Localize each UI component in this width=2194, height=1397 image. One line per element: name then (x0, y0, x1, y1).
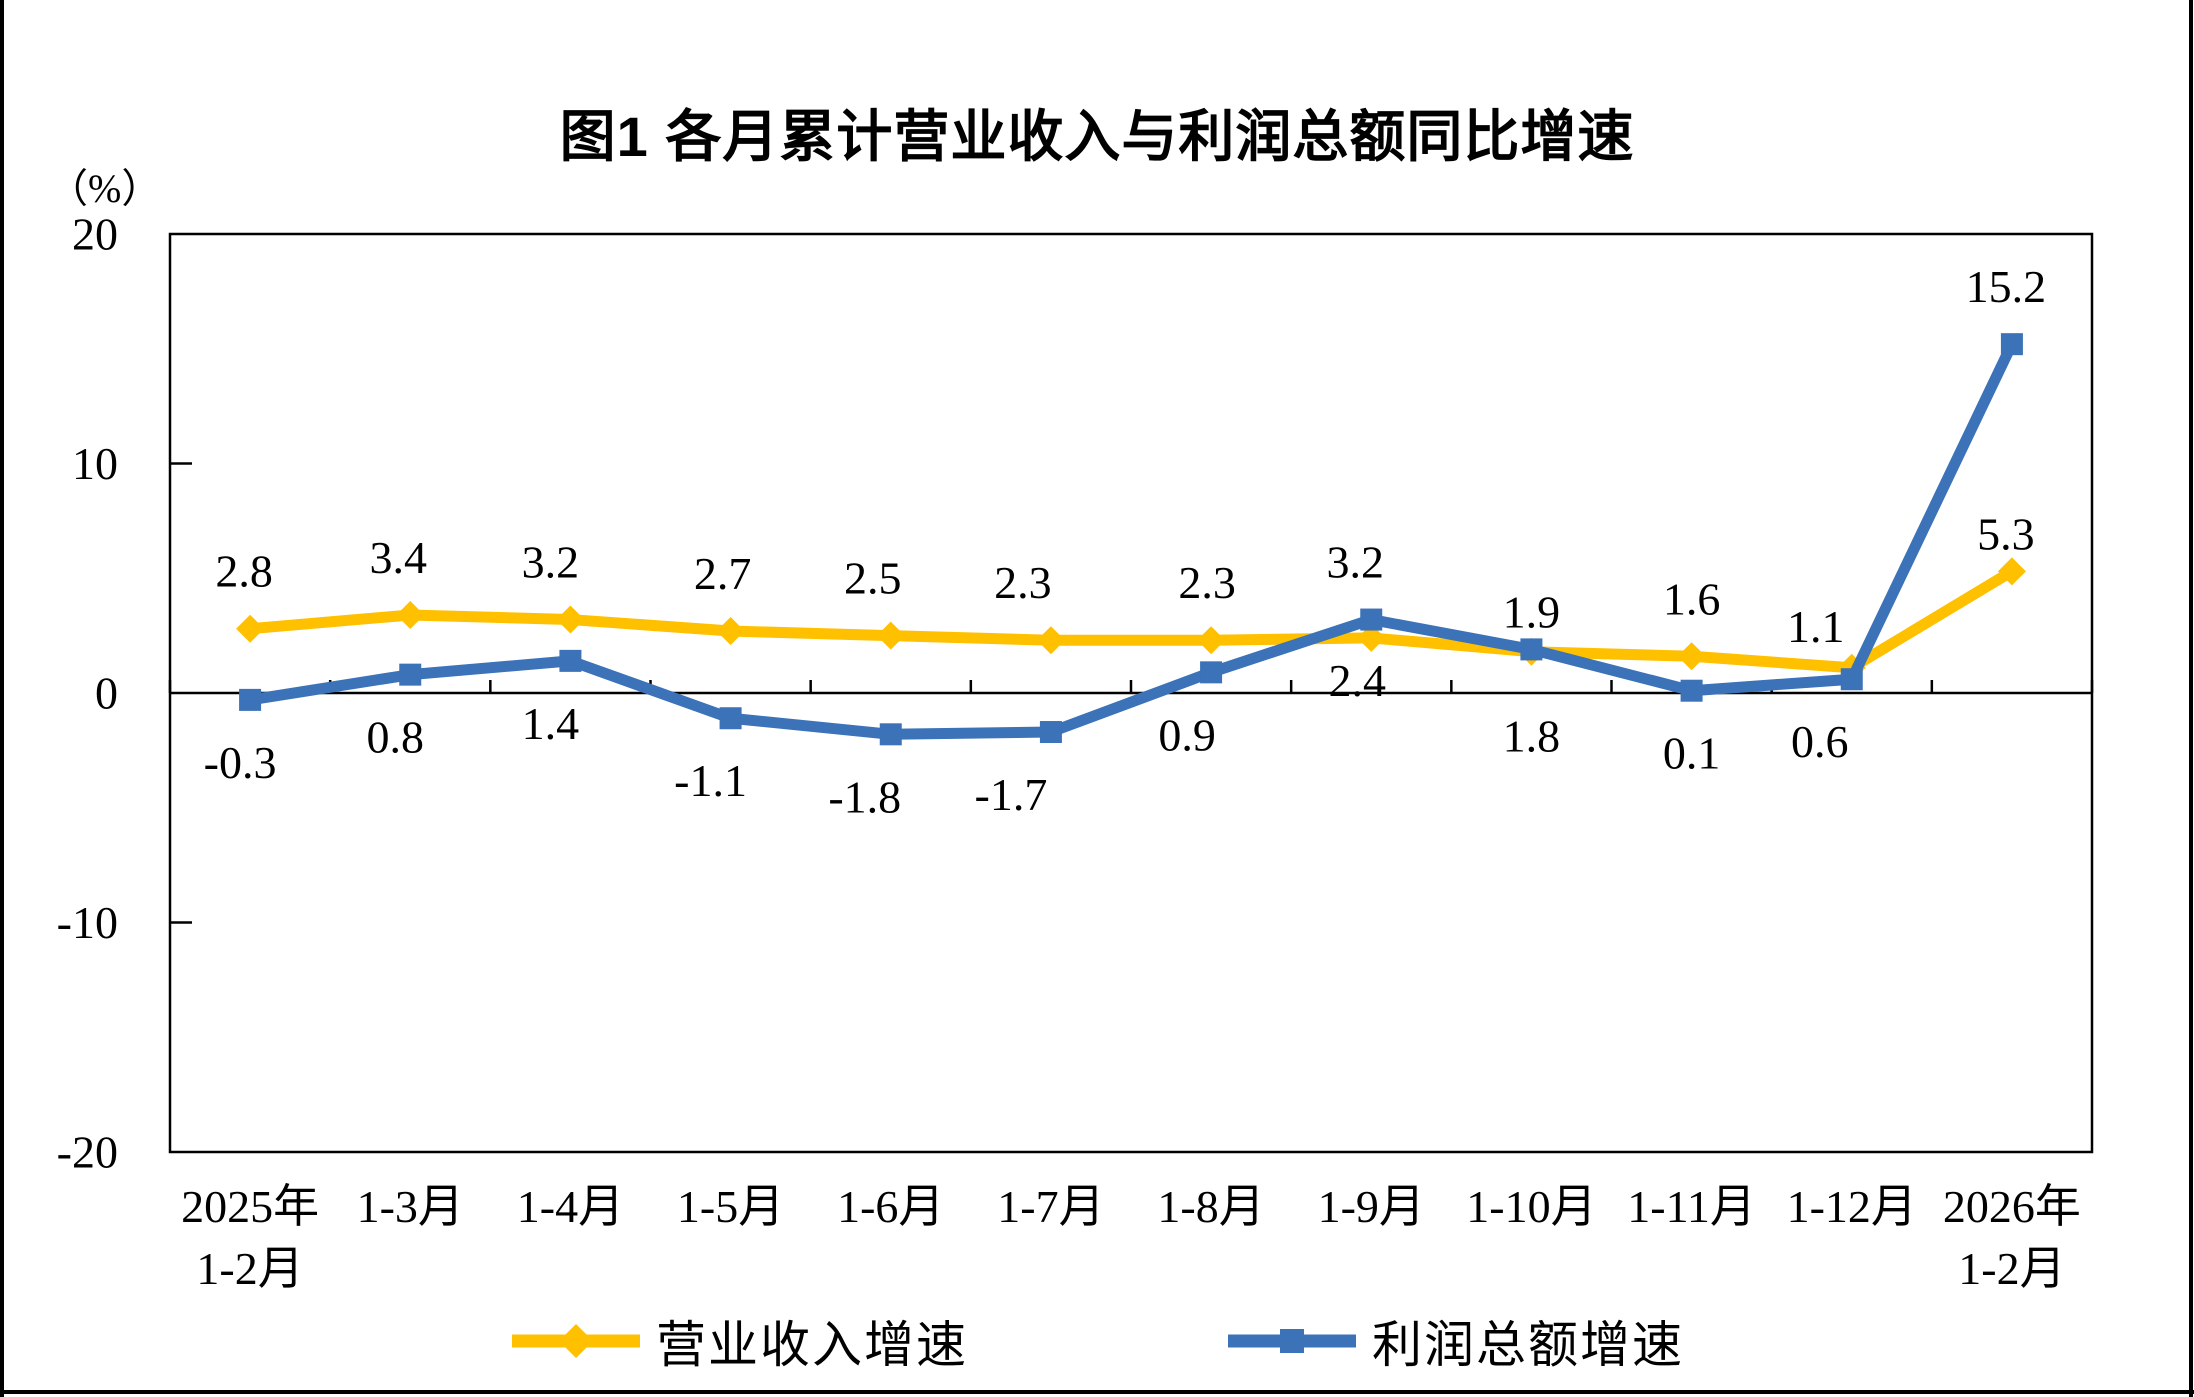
profit-data-label: 0.6 (1791, 716, 1849, 767)
revenue-data-label: 2.4 (1329, 655, 1387, 706)
x-axis-category-label: 1-9月 (1318, 1181, 1425, 1232)
profit-data-label: 1.4 (522, 698, 580, 749)
revenue-data-label: 1.8 (1503, 711, 1561, 762)
y-axis-tick-label: 0 (95, 668, 118, 719)
y-axis-tick-label: 10 (72, 438, 118, 489)
x-axis-category-label: 1-6月 (837, 1181, 944, 1232)
revenue-data-label: 2.3 (1178, 557, 1236, 608)
y-axis-tick-label: 20 (72, 209, 118, 260)
revenue-point-marker (1197, 626, 1226, 655)
revenue-data-label: 2.3 (994, 557, 1052, 608)
revenue-series-line (244, 565, 2018, 674)
profit-legend-marker-icon (1228, 1329, 1356, 1353)
profit-data-label: -1.8 (828, 771, 901, 822)
legend-entry-profit: 利润总额增速 (1226, 1305, 1684, 1377)
revenue-point-marker (236, 614, 265, 643)
revenue-data-label: 2.5 (844, 553, 902, 604)
revenue-data-label: 2.8 (215, 546, 273, 597)
legend-entry-revenue: 营业收入增速 (510, 1305, 968, 1377)
profit-data-label: 0.8 (367, 712, 425, 763)
page-frame-left-border (0, 0, 4, 1397)
revenue-point-marker (1036, 626, 1065, 655)
x-axis-category-label: 1-4月 (517, 1181, 624, 1232)
y-axis-tick-label: -20 (57, 1127, 118, 1178)
x-axis-category-label: 1-5月 (677, 1181, 784, 1232)
x-axis-category-label: 1-7月 (997, 1181, 1104, 1232)
x-axis-category-label: 2025年 (181, 1181, 319, 1232)
profit-data-label: 1.9 (1503, 586, 1561, 637)
page-frame-right-border (2189, 0, 2193, 1397)
profit-point-marker (1360, 608, 1383, 631)
profit-point-marker (2000, 333, 2023, 356)
revenue-point-marker (1997, 557, 2026, 586)
revenue-data-label: 3.2 (522, 537, 580, 588)
profit-point-marker (719, 707, 742, 730)
profit-data-label: 3.2 (1327, 537, 1385, 588)
legend-label-revenue: 营业收入增速 (656, 1317, 968, 1373)
revenue-point-marker (876, 621, 905, 650)
y-axis-tick-label: -10 (57, 897, 118, 948)
page-frame-bottom-border (0, 1390, 2194, 1394)
profit-point-marker (239, 688, 262, 711)
revenue-point-marker (556, 605, 585, 634)
revenue-data-label: 1.6 (1663, 573, 1721, 624)
x-axis-category-label: 1-11月 (1627, 1181, 1756, 1232)
profit-point-marker (1200, 661, 1223, 684)
revenue-point-marker (1357, 623, 1386, 652)
profit-point-marker (559, 649, 582, 672)
revenue-data-label: 3.4 (370, 532, 428, 583)
x-axis-category-label: 1-10月 (1466, 1181, 1596, 1232)
profit-series-line (244, 338, 2018, 740)
revenue-data-label: 5.3 (1977, 508, 2035, 559)
x-axis-category-label: 1-3月 (357, 1181, 464, 1232)
revenue-point-marker (396, 600, 425, 629)
profit-data-label: 0.1 (1663, 728, 1721, 779)
profit-point-marker (1039, 721, 1062, 744)
y-axis-unit-label: （%） (48, 166, 162, 211)
revenue-data-label: 2.7 (694, 548, 752, 599)
profit-data-label: -1.7 (975, 769, 1048, 820)
x-axis-category-label: 1-8月 (1157, 1181, 1264, 1232)
chart-title: 图1 各月累计营业收入与利润总额同比增速 (559, 105, 1635, 168)
profit-point-marker (1520, 638, 1543, 661)
x-axis-category-label: 2026年 (1943, 1181, 2081, 1232)
profit-point-marker (1680, 679, 1703, 702)
x-axis-category-label: 1-12月 (1787, 1181, 1917, 1232)
profit-point-marker (399, 663, 422, 686)
x-axis-category-label: 1-2月 (1958, 1243, 2065, 1294)
profit-data-label: 15.2 (1966, 261, 2047, 312)
revenue-point-marker (716, 617, 745, 646)
profit-data-label: -0.3 (204, 737, 277, 788)
revenue-data-label: 1.1 (1787, 601, 1845, 652)
profit-data-label: 0.9 (1158, 709, 1216, 760)
profit-data-label: -1.1 (674, 755, 747, 806)
legend-label-profit: 利润总额增速 (1372, 1317, 1684, 1373)
x-axis-category-label: 1-2月 (196, 1243, 303, 1294)
profit-point-marker (1840, 668, 1863, 691)
chart-legend: 营业收入增速 利润总额增速 (0, 1306, 2194, 1376)
revenue-legend-marker-icon (512, 1324, 640, 1358)
revenue-point-marker (1677, 642, 1706, 671)
profit-point-marker (879, 723, 902, 746)
